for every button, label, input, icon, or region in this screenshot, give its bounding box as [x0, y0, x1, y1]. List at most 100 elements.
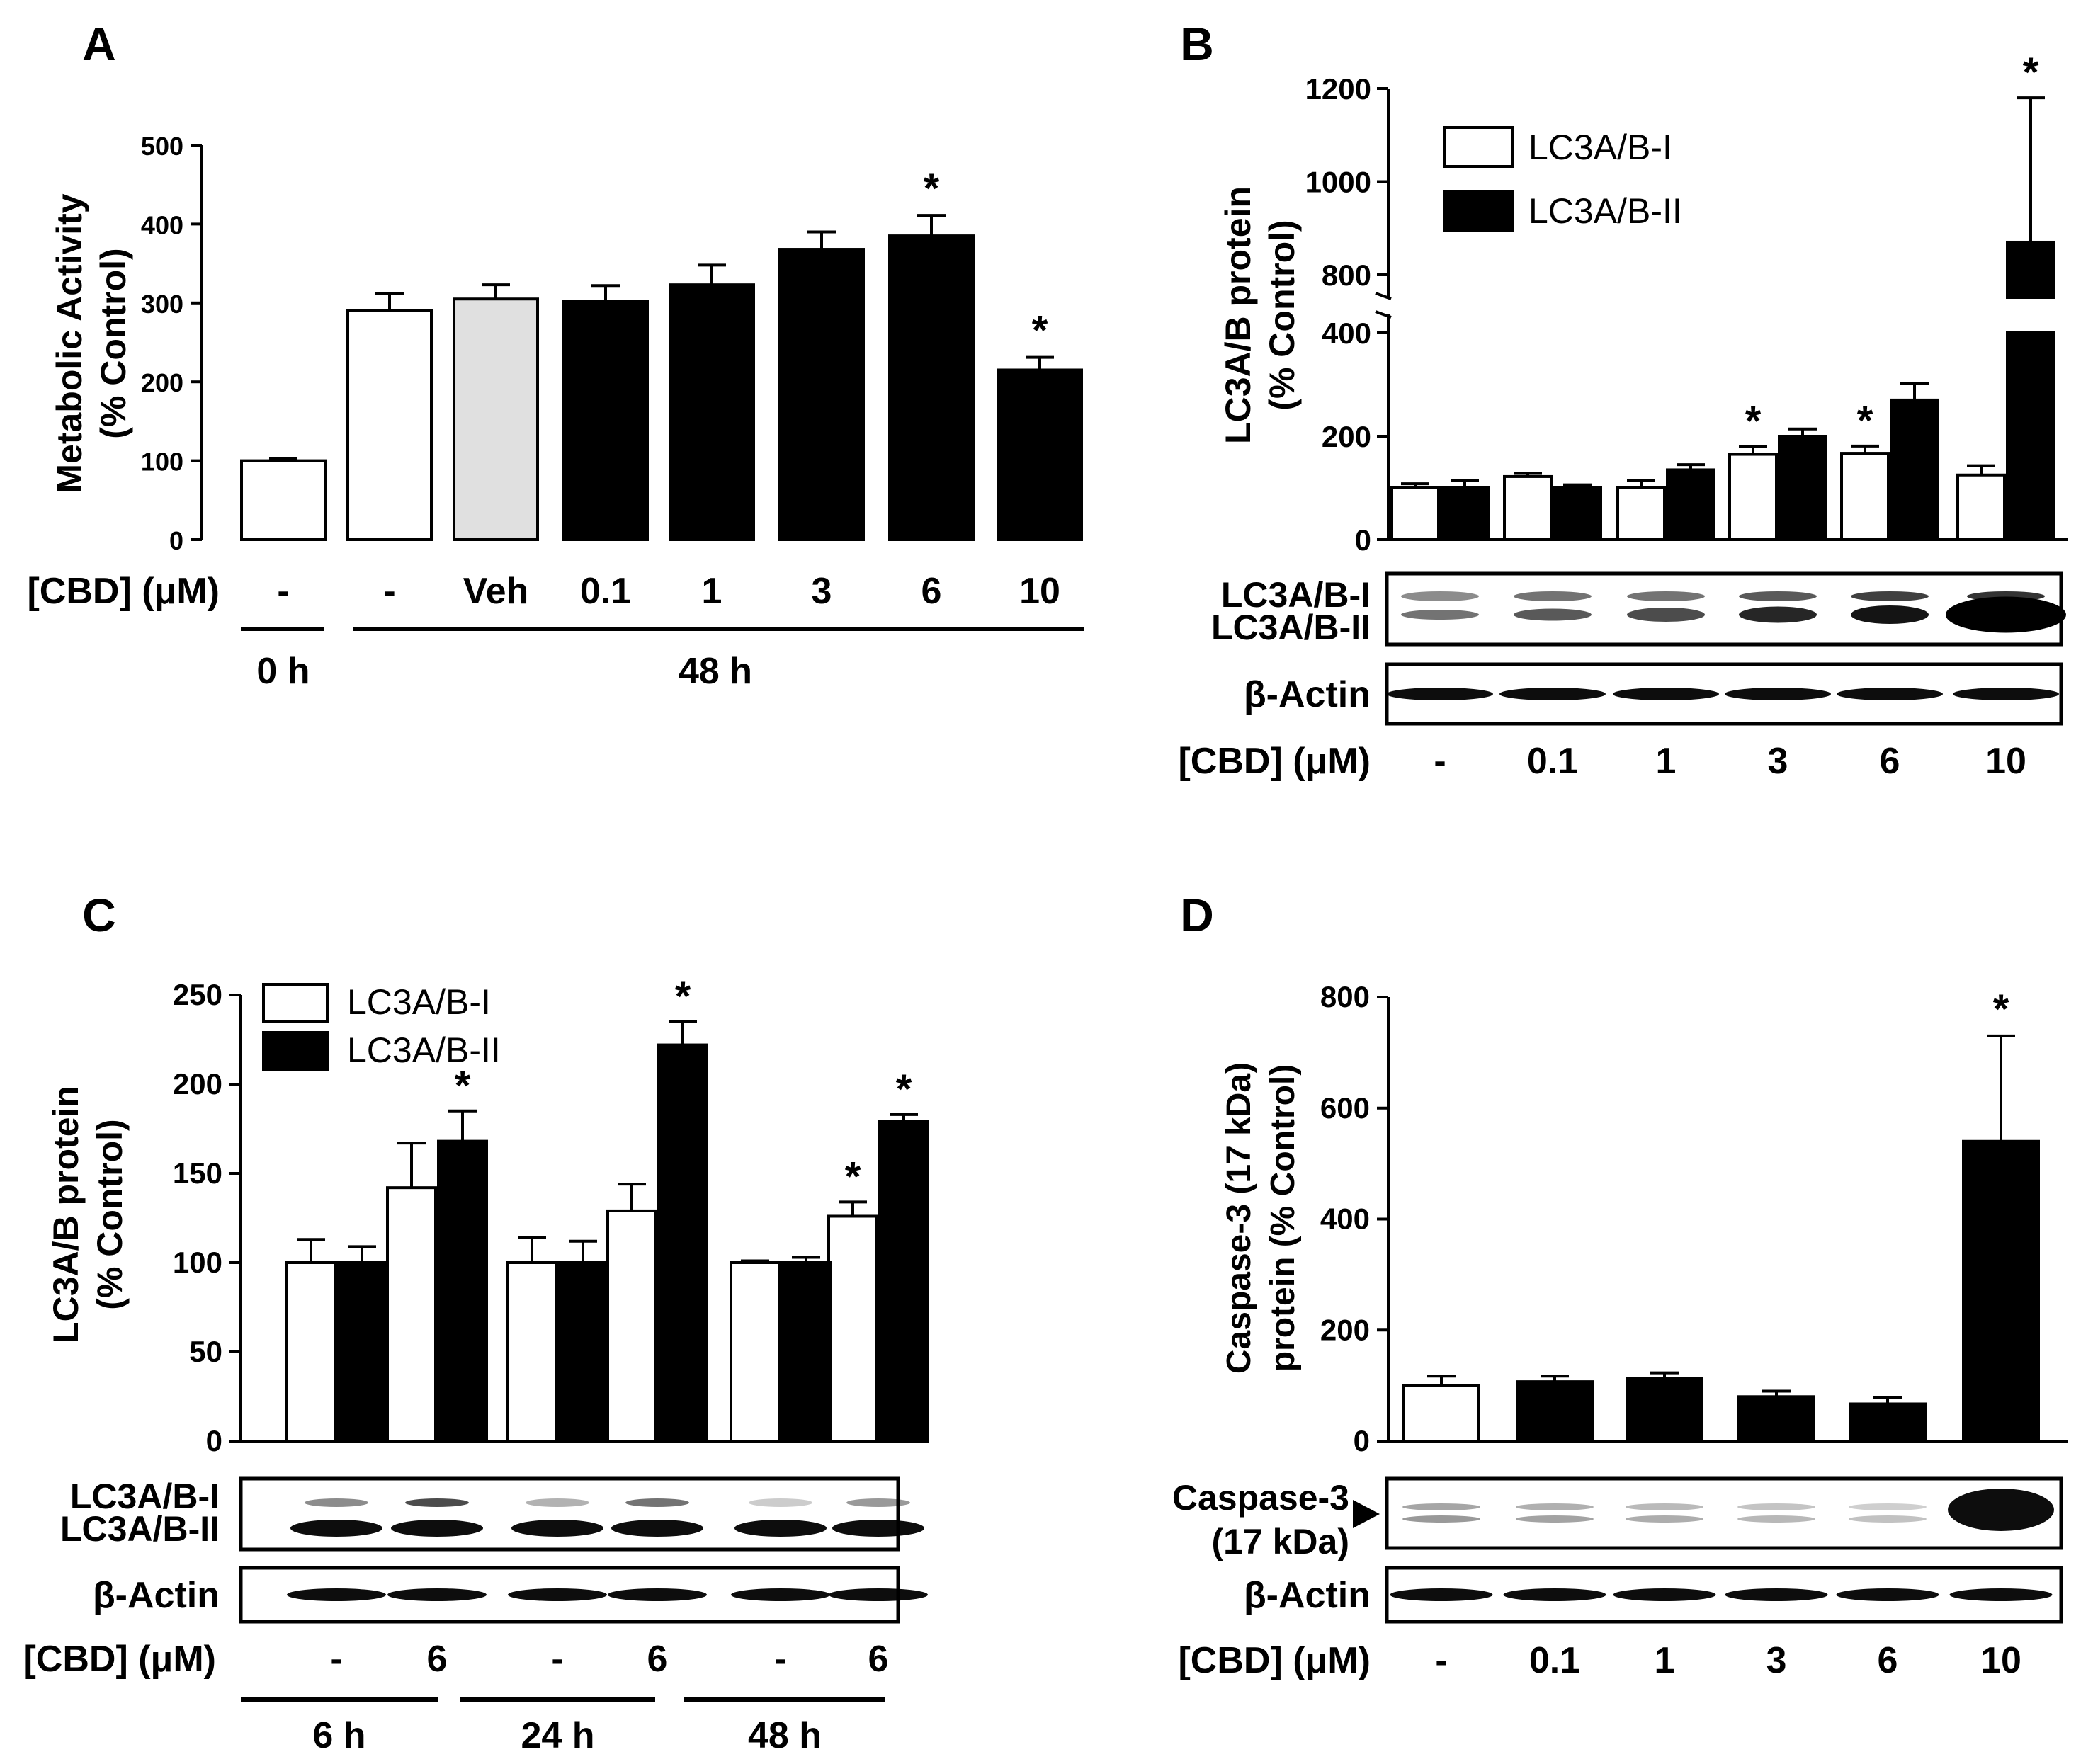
bar: [1890, 398, 1939, 542]
blot-band-lc3-ii: [1401, 610, 1479, 620]
x-axis-title: [CBD] (μM): [1178, 741, 1371, 782]
blot-band-caspase: [1626, 1515, 1703, 1523]
x-category-label: 6: [868, 1639, 889, 1680]
blot-label: β-Actin: [1244, 1575, 1371, 1616]
y-axis-title-line: Metabolic Activity: [50, 193, 89, 493]
blot-band-actin: [1499, 688, 1606, 700]
band-arrow-icon: [1353, 1500, 1380, 1528]
x-category-label: 3: [1768, 741, 1788, 782]
x-category-label: 1: [1656, 741, 1677, 782]
axis-break-mark: [1375, 310, 1392, 319]
bar: [562, 300, 649, 541]
significance-star: *: [1745, 399, 1762, 445]
blot-band-lc3-ii: [832, 1520, 924, 1537]
blot-band-caspase: [1516, 1515, 1594, 1523]
axis-break-mark: [1375, 292, 1392, 300]
blot-band-actin: [608, 1588, 707, 1601]
x-category-label: 0.1: [1529, 1640, 1580, 1681]
blot-label: (17 kDa): [1211, 1522, 1349, 1561]
bar: [997, 368, 1083, 541]
y-tick-label: 100: [173, 1246, 222, 1279]
x-category-label: 3: [1766, 1640, 1787, 1681]
bar: [1390, 486, 1440, 541]
blot-label: LC3A/B-I: [70, 1476, 220, 1516]
bar: [778, 248, 865, 541]
bar: [1666, 468, 1715, 542]
blot-band-actin: [829, 1588, 928, 1601]
significance-star: *: [896, 1066, 912, 1113]
blot-band-actin: [387, 1588, 487, 1601]
bar: [506, 1261, 557, 1443]
blot-label: LC3A/B-I: [1221, 575, 1371, 615]
x-axis-title: [CBD] (μM): [23, 1639, 216, 1680]
legend-label: LC3A/B-II: [1528, 191, 1682, 231]
panel-a-chart: A Metabolic Activity (% Control) 0 100 200 300…: [27, 18, 1084, 692]
blot-band-lc3-ii: [290, 1520, 382, 1537]
time-group-label: 48 h: [748, 1715, 822, 1756]
panel-letter: A: [82, 18, 116, 70]
y-axis-title: LC3A/B protein (% Control): [1218, 186, 1302, 444]
x-axis-title: [CBD] (μM): [1178, 1640, 1371, 1681]
x-category-label: -: [551, 1639, 563, 1680]
bar: [781, 1261, 832, 1443]
blot-band-actin: [1953, 688, 2059, 700]
bar: [1503, 474, 1553, 541]
y-axis-title-line: LC3A/B protein: [46, 1086, 86, 1343]
x-category-label: -: [277, 571, 289, 612]
blot-band-actin: [1836, 1588, 1939, 1601]
blot-band-lc3-ii: [1514, 608, 1592, 621]
time-group-label: 0 h: [256, 651, 310, 692]
blot-band-lc3-i: [1627, 591, 1705, 601]
x-category-label: 6: [1878, 1640, 1898, 1681]
bar: [669, 283, 755, 541]
blot-band-lc3-i: [526, 1498, 589, 1507]
legend-swatch: [262, 1031, 329, 1071]
x-category-label: 1: [702, 571, 722, 612]
blot-actin: [1385, 662, 2063, 726]
y-tick-label: 250: [173, 978, 222, 1011]
significance-star: *: [675, 974, 691, 1020]
bar: [453, 297, 539, 541]
bar: [1626, 1377, 1703, 1443]
legend-swatch: [1443, 126, 1514, 168]
y-axis-title-line: (% Control): [1262, 220, 1302, 410]
y-tick-label: 0: [1355, 523, 1371, 557]
blot-band-lc3-ii: [1946, 596, 2066, 633]
blot-band-actin: [731, 1588, 830, 1601]
y-tick-label: 500: [141, 132, 183, 161]
blot-band-actin: [1387, 688, 1493, 700]
x-category-label: 1: [1655, 1640, 1675, 1681]
legend-swatch: [1443, 190, 1514, 232]
blot-label: β-Actin: [1244, 674, 1371, 715]
blot-label: LC3A/B-II: [60, 1509, 220, 1549]
x-category-label: -: [1434, 741, 1446, 782]
blot-band-actin: [1390, 1588, 1493, 1601]
bar: [657, 1043, 708, 1443]
blot-band-lc3-i: [1851, 591, 1929, 601]
y-tick-label: 1200: [1305, 72, 1371, 106]
blot-band-actin: [1725, 1588, 1828, 1601]
blot-band-caspase: [1948, 1489, 2054, 1531]
bar: [730, 1261, 781, 1443]
blot-band-caspase: [1402, 1515, 1480, 1523]
blot-band-lc3-ii: [1739, 606, 1817, 623]
blot-band-lc3-i: [625, 1498, 689, 1507]
bar: [1553, 486, 1602, 541]
y-tick-label: 400: [141, 210, 183, 239]
blot-band-lc3-i: [1739, 591, 1817, 601]
y-axis-title-line: (% Control): [90, 1119, 130, 1309]
y-tick-label: 400: [1322, 317, 1371, 350]
bar: [2006, 240, 2055, 300]
y-tick-label: 200: [173, 1067, 222, 1100]
blot-band-lc3-ii: [511, 1520, 603, 1537]
blot-label: Caspase-3: [1172, 1478, 1349, 1518]
x-category-label: -: [774, 1639, 786, 1680]
x-category-label: 6: [647, 1639, 668, 1680]
significance-star: *: [1857, 398, 1873, 444]
y-tick-label: 1000: [1305, 166, 1371, 199]
panel-letter: B: [1180, 18, 1214, 70]
y-axis-title: Caspase-3 (17 kDa) protein (% Control): [1220, 1062, 1302, 1374]
panel-letter: D: [1180, 889, 1214, 941]
y-axis-title-line: (% Control): [93, 248, 133, 438]
